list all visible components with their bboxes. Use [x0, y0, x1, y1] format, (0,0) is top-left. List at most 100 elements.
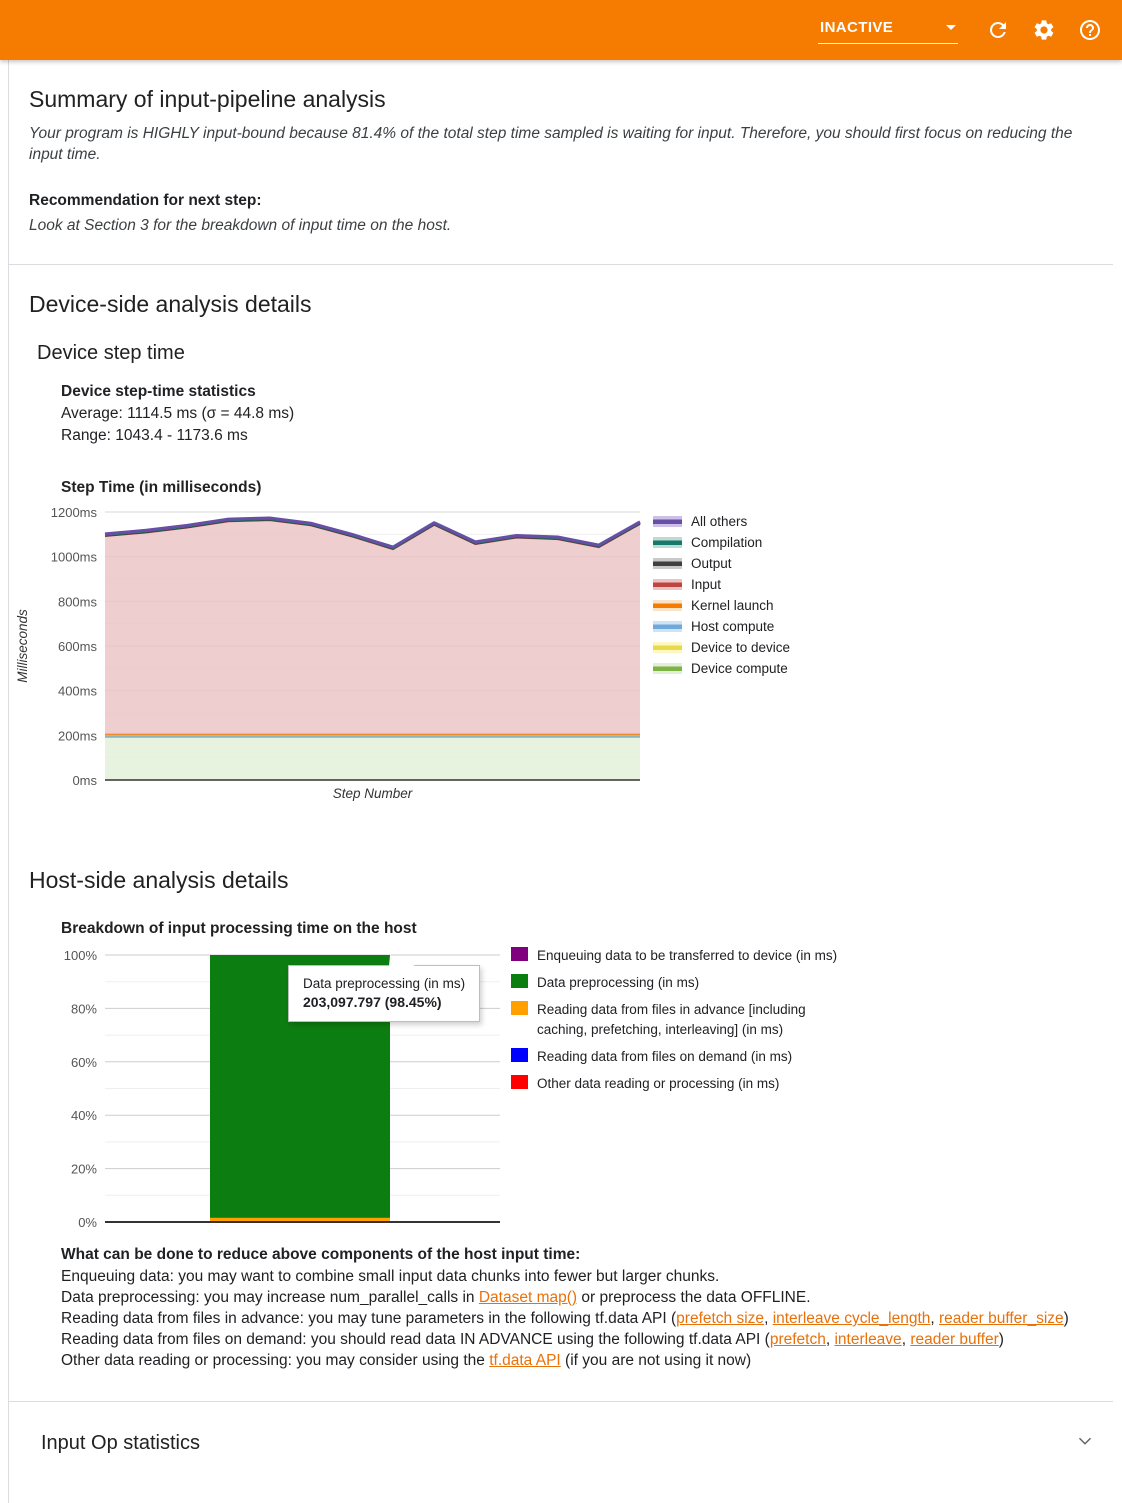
refresh-button[interactable]	[982, 14, 1014, 46]
chevron-down-icon[interactable]	[1074, 1430, 1096, 1457]
advice-link[interactable]: interleave	[834, 1331, 901, 1348]
svg-text:80%: 80%	[71, 1001, 97, 1016]
chart-tooltip: Data preprocessing (in ms) 203,097.797 (…	[288, 965, 480, 1022]
advice-title: What can be done to reduce above compone…	[61, 1246, 1111, 1264]
legend-label: Reading data from files in advance [incl…	[537, 1000, 859, 1040]
svg-text:Milliseconds: Milliseconds	[15, 609, 30, 683]
legend-label: Device to device	[691, 640, 790, 655]
legend-label: Host compute	[691, 619, 774, 634]
legend-swatch-icon	[653, 663, 682, 674]
legend-item[interactable]: Host compute	[653, 616, 790, 637]
step-chart-legend: All others Compilation Output Input Kernel l…	[653, 511, 790, 679]
svg-text:400ms: 400ms	[58, 684, 98, 699]
svg-text:1000ms: 1000ms	[51, 550, 98, 565]
advice-text: or preprocess the data OFFLINE.	[577, 1289, 810, 1306]
advice-line: Other data reading or processing: you ma…	[61, 1350, 1111, 1371]
legend-swatch-icon	[653, 579, 682, 590]
device-section-title: Device-side analysis details	[29, 291, 1122, 318]
svg-text:200ms: 200ms	[58, 728, 98, 743]
advice-link[interactable]: reader buffer	[910, 1331, 998, 1348]
legend-item[interactable]: Device to device	[653, 637, 790, 658]
svg-text:800ms: 800ms	[58, 594, 98, 609]
host-analysis-section: Host-side analysis details Breakdown of …	[9, 811, 1122, 1401]
legend-label: Kernel launch	[691, 598, 774, 613]
legend-swatch-icon	[511, 1075, 528, 1089]
step-chart-title: Step Time (in milliseconds)	[61, 479, 1122, 497]
legend-label: Device compute	[691, 661, 788, 676]
advice-text: Other data reading or processing: you ma…	[61, 1352, 489, 1369]
host-chart-legend: Enqueuing data to be transferred to devi…	[511, 946, 1111, 1101]
legend-label: All others	[691, 514, 747, 529]
advice-lines: Enqueuing data: you may want to combine …	[61, 1266, 1111, 1371]
legend-item[interactable]: Compilation	[653, 532, 790, 553]
advice-text: Reading data from files in advance: you …	[61, 1310, 676, 1327]
svg-text:1200ms: 1200ms	[51, 505, 98, 520]
advice-link[interactable]: prefetch size	[676, 1310, 764, 1327]
advice-link[interactable]: interleave cycle_length	[773, 1310, 931, 1327]
advice-link[interactable]: Dataset map()	[479, 1289, 577, 1306]
legend-swatch-icon	[653, 537, 682, 548]
recommendation-text: Look at Section 3 for the breakdown of i…	[29, 215, 1102, 236]
stats-title: Device step-time statistics	[61, 381, 1122, 403]
input-op-statistics-panel[interactable]: Input Op statistics	[9, 1402, 1122, 1503]
host-breakdown-chart: 0%20%40%60%80%100% Enqueuing data to be …	[0, 946, 1120, 1230]
advice-text: )	[999, 1331, 1004, 1348]
advice-text: Data preprocessing: you may increase num…	[61, 1289, 479, 1306]
legend-item[interactable]: Data preprocessing (in ms)	[511, 973, 1111, 993]
advice-text: Enqueuing data: you may want to combine …	[61, 1268, 719, 1285]
advice-line: Reading data from files on demand: you s…	[61, 1329, 1111, 1350]
legend-label: Input	[691, 577, 721, 592]
device-step-time-title: Device step time	[37, 342, 1122, 365]
refresh-icon	[986, 18, 1010, 42]
legend-item[interactable]: Device compute	[653, 658, 790, 679]
legend-item[interactable]: Input	[653, 574, 790, 595]
summary-section: Summary of input-pipeline analysis Your …	[9, 60, 1122, 264]
dropdown-caret-icon	[946, 25, 956, 30]
svg-text:100%: 100%	[64, 948, 98, 963]
svg-text:0ms: 0ms	[72, 773, 97, 788]
run-status-dropdown[interactable]: INACTIVE	[818, 17, 958, 44]
host-advice: What can be done to reduce above compone…	[61, 1246, 1111, 1401]
device-step-time-stats: Device step-time statistics Average: 111…	[61, 381, 1122, 447]
legend-label: Other data reading or processing (in ms)	[537, 1074, 779, 1094]
svg-text:0%: 0%	[78, 1215, 97, 1230]
legend-swatch-icon	[653, 621, 682, 632]
recommendation-label: Recommendation for next step:	[29, 192, 1102, 210]
settings-button[interactable]	[1028, 14, 1060, 46]
summary-title: Summary of input-pipeline analysis	[29, 86, 1122, 113]
legend-item[interactable]: Kernel launch	[653, 595, 790, 616]
advice-line: Reading data from files in advance: you …	[61, 1308, 1111, 1329]
advice-link[interactable]: prefetch	[770, 1331, 826, 1348]
step-time-chart-plot: 0ms200ms400ms600ms800ms1000ms1200msStep …	[0, 503, 650, 805]
advice-text: )	[1064, 1310, 1069, 1327]
advice-link[interactable]: reader buffer_size	[939, 1310, 1064, 1327]
legend-item[interactable]: Output	[653, 553, 790, 574]
legend-label: Compilation	[691, 535, 762, 550]
legend-item[interactable]: Enqueuing data to be transferred to devi…	[511, 946, 1111, 966]
legend-swatch-icon	[511, 974, 528, 988]
legend-label: Enqueuing data to be transferred to devi…	[537, 946, 837, 966]
input-op-title: Input Op statistics	[41, 1432, 200, 1455]
legend-item[interactable]: Reading data from files in advance [incl…	[511, 1000, 1111, 1040]
stats-average: Average: 1114.5 ms (σ = 44.8 ms)	[61, 403, 1122, 425]
legend-swatch-icon	[511, 1001, 528, 1015]
legend-label: Reading data from files on demand (in ms…	[537, 1047, 792, 1067]
advice-text: ,	[764, 1310, 773, 1327]
help-button[interactable]	[1074, 14, 1106, 46]
legend-swatch-icon	[511, 947, 528, 961]
svg-text:60%: 60%	[71, 1055, 97, 1070]
advice-text: Reading data from files on demand: you s…	[61, 1331, 770, 1348]
legend-item[interactable]: Other data reading or processing (in ms)	[511, 1074, 1111, 1094]
legend-item[interactable]: Reading data from files on demand (in ms…	[511, 1047, 1111, 1067]
legend-swatch-icon	[653, 600, 682, 611]
legend-swatch-icon	[511, 1048, 528, 1062]
device-analysis-section: Device-side analysis details Device step…	[9, 265, 1122, 811]
legend-label: Data preprocessing (in ms)	[537, 973, 699, 993]
legend-swatch-icon	[653, 558, 682, 569]
legend-item[interactable]: All others	[653, 511, 790, 532]
help-icon	[1078, 18, 1102, 42]
advice-link[interactable]: tf.data API	[489, 1352, 561, 1369]
svg-text:600ms: 600ms	[58, 639, 98, 654]
svg-text:40%: 40%	[71, 1108, 97, 1123]
